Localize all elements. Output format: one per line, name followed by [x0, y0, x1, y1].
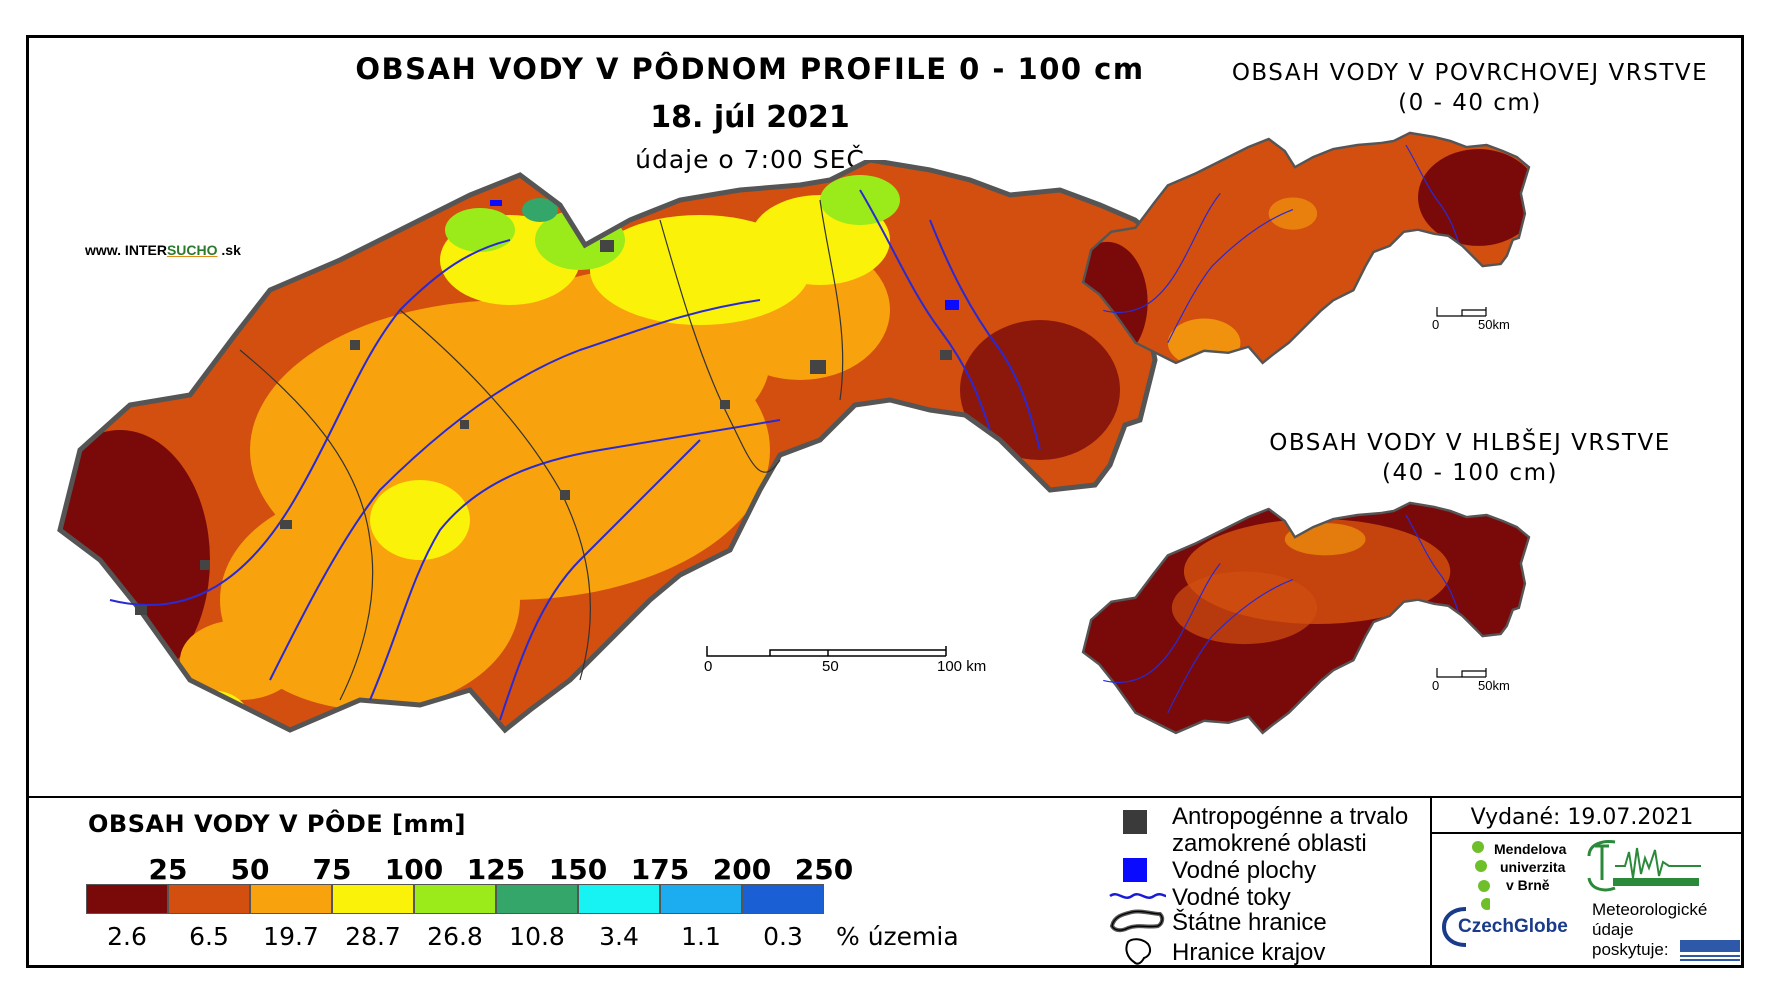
- state-border-symbol: [1109, 909, 1165, 933]
- mendel-line2: univerzita: [1500, 859, 1566, 875]
- legend-swatch: [414, 884, 496, 914]
- deep-title-line2: (40 - 100 cm): [1382, 460, 1558, 486]
- ustav-vied-o-zemi-logo: [1587, 840, 1701, 892]
- legend-percentage: 6.5: [189, 922, 229, 951]
- czechglobe-logo: CzechGlobe: [1458, 916, 1568, 937]
- page-title: OBSAH VODY V PÔDNOM PROFILE 0 - 100 cm: [355, 52, 1145, 86]
- legend-swatch: [168, 884, 250, 914]
- scale-label-0: 0: [704, 658, 713, 675]
- deep-title-line1: OBSAH VODY V HLBŠEJ VRSTVE: [1269, 430, 1671, 456]
- region-border-symbol: [1125, 938, 1152, 965]
- brand-suffix: .sk: [217, 242, 241, 258]
- logo-divider: [1432, 832, 1744, 834]
- legend-threshold: 150: [548, 853, 608, 886]
- legend-swatch: [742, 884, 824, 914]
- legend-swatch: [578, 884, 660, 914]
- anthropogenic-symbol: [1123, 810, 1147, 834]
- anthropogenic-line2: zamokrené oblasti: [1172, 830, 1367, 857]
- deep-scale-0: 0: [1432, 678, 1440, 693]
- water-body-symbol: [1123, 858, 1147, 882]
- legend-divider: [26, 796, 1744, 798]
- legend-title: OBSAH VODY V PÔDE [mm]: [88, 810, 467, 838]
- scale-label-100: 100 km: [937, 658, 987, 675]
- legend-threshold: 25: [148, 853, 188, 886]
- main-scale-bar: [706, 646, 947, 657]
- legend-swatch: [496, 884, 578, 914]
- deep-map-title: OBSAH VODY V HLBŠEJ VRSTVE (40 - 100 cm): [1200, 428, 1740, 488]
- legend-percentage: 2.6: [107, 922, 147, 951]
- map-frame: [26, 35, 1744, 968]
- mendel-line3: v Brně: [1506, 877, 1550, 893]
- anthropogenic-label: Antropogénne a trvalo zamokrené oblasti: [1172, 803, 1408, 857]
- legend-percentage: 1.1: [681, 922, 721, 951]
- anthropogenic-line1: Antropogénne a trvalo: [1172, 803, 1409, 830]
- map-date: 18. júl 2021: [650, 100, 850, 135]
- surface-scale-50: 50km: [1478, 317, 1510, 332]
- meteo-line2: údaje: [1592, 920, 1634, 939]
- mendel-line1: Mendelova: [1494, 841, 1567, 857]
- legend-percentage: 26.8: [427, 922, 483, 951]
- surface-title-line2: (0 - 40 cm): [1398, 90, 1542, 116]
- legend-percentage: 28.7: [345, 922, 401, 951]
- shmu-logo: [1680, 940, 1740, 961]
- legend-percentage: 3.4: [599, 922, 639, 951]
- main-soil-water-map: [40, 160, 1180, 790]
- legend-swatch: [660, 884, 742, 914]
- surface-layer-map: [1081, 131, 1531, 365]
- rivers-label: Vodné toky: [1172, 884, 1291, 911]
- legend-threshold: 250: [794, 853, 854, 886]
- surface-scale-0: 0: [1432, 317, 1440, 332]
- legend-threshold: 75: [312, 853, 352, 886]
- legend-percentage: 10.8: [509, 922, 565, 951]
- legend-threshold: 125: [466, 853, 526, 886]
- brand-mid: SUCHO: [166, 242, 218, 258]
- issued-date: Vydané: 19.07.2021: [1470, 805, 1694, 830]
- region-border-label: Hranice krajov: [1172, 939, 1326, 966]
- surface-title-line1: OBSAH VODY V POVRCHOVEJ VRSTVE: [1231, 60, 1709, 86]
- water-bodies-label: Vodné plochy: [1172, 857, 1317, 884]
- meteo-line3: poskytuje:: [1592, 940, 1669, 959]
- percent-unit: % územia: [836, 922, 959, 951]
- legend-threshold: 175: [630, 853, 690, 886]
- legend-threshold: 50: [230, 853, 270, 886]
- state-border-label: Štátne hranice: [1172, 909, 1327, 936]
- surface-scale-bar: [1436, 307, 1487, 317]
- legend-percentage: 19.7: [263, 922, 319, 951]
- deep-layer-map: [1081, 501, 1531, 735]
- meteo-provider: Meteorologické údaje poskytuje:: [1592, 900, 1707, 960]
- scale-label-50: 50: [822, 658, 839, 675]
- deep-scale-bar: [1436, 668, 1487, 678]
- deep-scale-50: 50km: [1478, 678, 1510, 693]
- brand-prefix: www. INTER: [85, 242, 167, 258]
- legend-threshold: 200: [712, 853, 772, 886]
- data-time: údaje o 7:00 SEČ: [635, 145, 865, 174]
- legend-right-divider: [1430, 796, 1432, 968]
- legend-swatch: [86, 884, 168, 914]
- river-symbol: [1109, 892, 1167, 899]
- legend-percentage: 0.3: [763, 922, 803, 951]
- surface-map-title: OBSAH VODY V POVRCHOVEJ VRSTVE (0 - 40 c…: [1200, 58, 1740, 118]
- legend-swatch: [250, 884, 332, 914]
- meteo-line1: Meteorologické: [1592, 900, 1708, 919]
- czechglobe-logo-mark: [1441, 907, 1467, 947]
- legend-threshold: 100: [384, 853, 444, 886]
- legend-swatch: [332, 884, 414, 914]
- intersucho-link[interactable]: www. INTERSUCHO .sk: [85, 242, 241, 258]
